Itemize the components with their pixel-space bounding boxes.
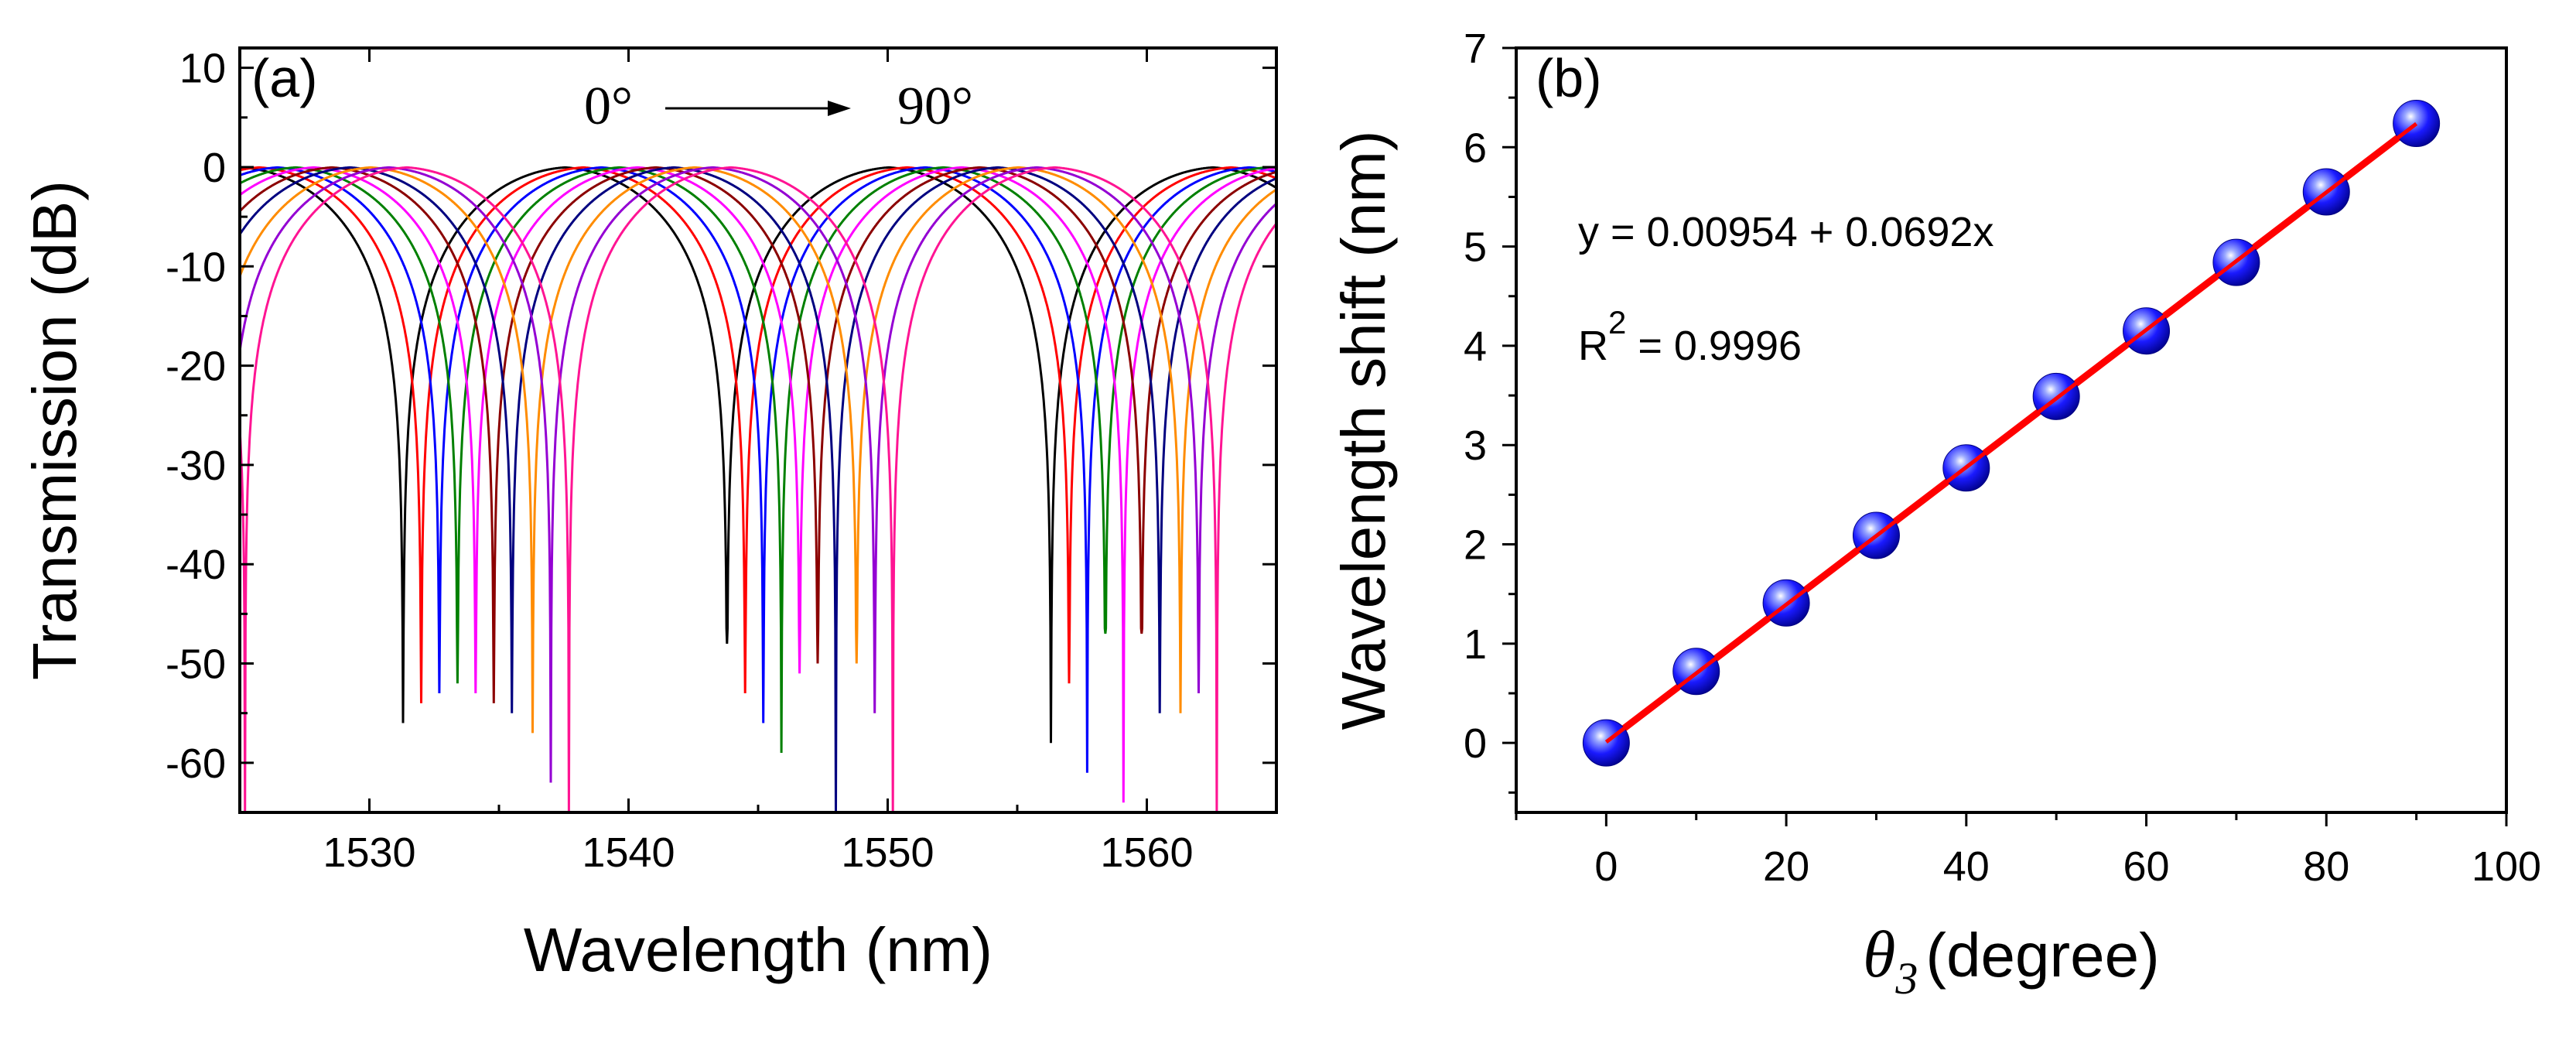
panel-b-frame xyxy=(1515,46,2508,814)
annotation-arrow-head xyxy=(828,101,851,116)
a-y-tick-label: 0 xyxy=(203,145,226,191)
transmission-curve-7 xyxy=(240,166,1276,734)
r2-exponent: 2 xyxy=(1608,304,1626,340)
theta-symbol: θ xyxy=(1863,917,1895,991)
panel-a-label: (a) xyxy=(251,48,318,108)
b-y-tick-label: 1 xyxy=(1464,621,1487,668)
panel-a-y-axis-title: Transmission (dB) xyxy=(20,180,89,680)
data-point xyxy=(1582,719,1630,767)
b-y-tick-label: 4 xyxy=(1464,323,1487,370)
panel-b-ticks: 0 20 40 60 80 100 0 1 2 3 4 5 6 7 xyxy=(1464,26,2541,890)
fit-equation: y = 0.00954 + 0.0692x xyxy=(1578,209,1993,255)
theta-subscript: 3 xyxy=(1894,953,1918,1004)
rotation-annotation: 0° 90° xyxy=(584,77,973,136)
annotation-start: 0° xyxy=(584,77,633,136)
b-x-tick-label: 100 xyxy=(2472,843,2541,890)
a-y-tick-label: -20 xyxy=(166,344,226,390)
transmission-curve-1 xyxy=(240,166,1276,703)
transmission-curve-4 xyxy=(240,166,1276,803)
panel-a-transmission-chart: 1530 1540 1550 1560 10 0 -10 -20 -30 -40 -50 -60 (a… xyxy=(20,46,1278,984)
b-y-tick-label: 5 xyxy=(1464,224,1487,271)
transmission-curve-8 xyxy=(240,166,1276,783)
panel-a-ticks: 1530 1540 1550 1560 10 0 -10 -20 -30 -40 -50 -60 xyxy=(166,46,1278,876)
b-x-tick-label: 80 xyxy=(2303,843,2349,890)
a-y-tick-label: 10 xyxy=(179,46,226,92)
panel-b-wavelength-shift-chart: 0 20 40 60 80 100 0 1 2 3 4 5 6 7 (b) y = 0.00954 + 0… xyxy=(1329,26,2541,1004)
a-y-tick-label: -60 xyxy=(166,740,226,787)
a-y-tick-label: -40 xyxy=(166,542,226,588)
b-x-tick-label: 60 xyxy=(2123,843,2170,890)
b-x-tick-label: 40 xyxy=(1943,843,1990,890)
a-x-tick-label: 1540 xyxy=(582,829,675,876)
r2-prefix: R xyxy=(1578,323,1608,369)
data-points xyxy=(1582,100,2441,767)
b-x-tick-label: 0 xyxy=(1594,843,1618,890)
b-y-tick-label: 0 xyxy=(1464,720,1487,767)
transmission-curve-9 xyxy=(240,166,1276,812)
panel-b-y-axis-title: Wavelength shift (nm) xyxy=(1329,130,1398,730)
r2-value: = 0.9996 xyxy=(1626,323,1802,369)
annotation-end: 90° xyxy=(897,77,973,136)
transmission-curve-2 xyxy=(240,166,1276,773)
a-y-tick-label: -50 xyxy=(166,641,226,688)
linear-fit-line-overlay xyxy=(1604,121,2418,744)
a-x-tick-label: 1560 xyxy=(1100,829,1193,876)
panel-b-label: (b) xyxy=(1536,48,1602,108)
a-y-tick-label: -30 xyxy=(166,443,226,489)
a-x-tick-label: 1530 xyxy=(323,829,415,876)
data-point xyxy=(2393,100,2441,148)
b-x-tick-label: 20 xyxy=(1763,843,1809,890)
b-y-tick-label: 7 xyxy=(1464,26,1487,72)
panel-a-x-axis-title: Wavelength (nm) xyxy=(524,915,992,984)
b-y-tick-label: 3 xyxy=(1464,422,1487,469)
transmission-curve-5 xyxy=(240,166,1276,703)
b-y-tick-label: 6 xyxy=(1464,125,1487,171)
transmission-curve-6 xyxy=(240,166,1276,812)
transmission-curve-3 xyxy=(240,166,1276,754)
panel-b-x-axis-title: θ3 (degree) xyxy=(1863,917,2160,1004)
transmission-curves xyxy=(240,166,1276,812)
a-x-tick-label: 1550 xyxy=(841,829,934,876)
fit-r-squared: R2 = 0.9996 xyxy=(1578,304,1802,369)
x-axis-unit: (degree) xyxy=(1925,921,2159,990)
b-y-tick-label: 2 xyxy=(1464,522,1487,569)
a-y-tick-label: -10 xyxy=(166,244,226,290)
